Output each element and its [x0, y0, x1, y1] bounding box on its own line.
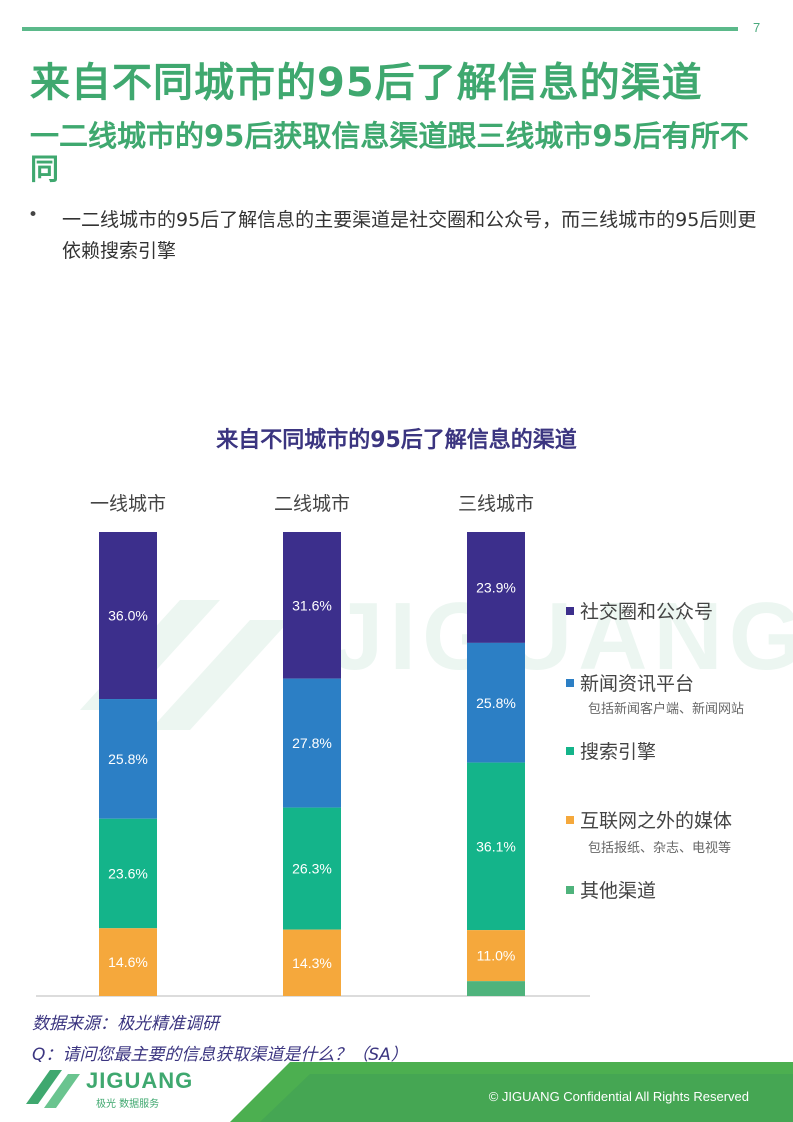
jiguang-logo-icon [26, 1070, 80, 1108]
legend-label-search: 搜索引擎 [580, 741, 657, 763]
legend-item-social: 社交圈和公众号 [566, 597, 713, 624]
category-label-tier3: 三线城市 [457, 493, 534, 515]
data-label-1-2: 25.8% [476, 695, 516, 711]
data-label-3-1: 14.3% [292, 955, 332, 971]
data-label-2-0: 23.6% [108, 866, 148, 882]
bar-segment-2-1 [283, 807, 341, 930]
bar-segment-2-2 [467, 762, 525, 931]
bar-segment-1-2 [467, 642, 525, 763]
category-label-tier2: 二线城市 [273, 493, 350, 515]
legend-item-search: 搜索引擎 [566, 737, 656, 764]
bar-segment-1-1 [283, 678, 341, 808]
data-label-3-2: 11.0% [477, 948, 516, 964]
legend-item-offline: 互联网之外的媒体 [566, 806, 732, 833]
watermark-text: JIGUANG [330, 583, 793, 690]
legend-item-other: 其他渠道 [566, 876, 656, 903]
data-label-3-0: 14.6% [108, 954, 148, 970]
bullet-icon: • [28, 205, 39, 225]
legend-swatch-search [566, 746, 574, 755]
data-label-0-2: 23.9% [476, 579, 516, 595]
legend-note-offline: 包括报纸、杂志、电视等 [588, 841, 732, 856]
bar-segment-0-2 [467, 532, 525, 643]
legend-label-social: 社交圈和公众号 [580, 601, 714, 623]
bar-segment-3-0 [99, 928, 157, 996]
legend-item-news: 新闻资讯平台 [566, 669, 694, 696]
bar-segment-1-0 [99, 699, 157, 819]
data-label-1-0: 25.8% [108, 751, 148, 767]
data-label-0-1: 31.6% [292, 597, 332, 613]
logo-wordmark: JIGUANG [86, 1068, 194, 1093]
legend-label-other: 其他渠道 [580, 880, 657, 902]
bar-segment-0-1 [283, 532, 341, 679]
bar-segment-4-2 [467, 981, 525, 996]
legend-label-offline: 互联网之外的媒体 [580, 810, 733, 832]
data-label-2-1: 26.3% [292, 861, 332, 877]
data-source: 数据来源：极光精准调研 [32, 1014, 219, 1034]
legend-swatch-other [566, 885, 574, 894]
footer-band [230, 1062, 793, 1122]
page-title: 来自不同城市的95后了解信息的渠道 [30, 60, 703, 106]
bar-segment-2-0 [99, 818, 157, 929]
legend-label-news: 新闻资讯平台 [580, 673, 695, 695]
top-rule [22, 27, 738, 31]
page-subtitle: 一二线城市的95后获取信息渠道跟三线城市95后有所不同 [30, 119, 749, 186]
logo-tagline: 极光 数据服务 [96, 1099, 160, 1110]
data-label-1-1: 27.8% [292, 735, 332, 751]
chart-title: 来自不同城市的95后了解信息的渠道 [216, 428, 577, 453]
stacked-bar-chart: 36.0% 25.8% 23.6% 14.6% 31.6% 27.8% 26.3% 14.3%… [36, 532, 590, 997]
footer-copyright: © JIGUANG Confidential All Rights Reserv… [488, 1089, 749, 1104]
data-label-2-2: 36.1% [476, 838, 516, 854]
page-number: 7 [753, 20, 761, 35]
survey-question: Q：请问您最主要的信息获取渠道是什么？（SA） [32, 1045, 408, 1065]
bar-segment-3-2 [467, 930, 525, 982]
legend-note-news: 包括新闻客户端、新闻网站 [588, 702, 745, 717]
legend-swatch-offline [566, 815, 574, 824]
bar-segment-3-1 [283, 929, 341, 996]
legend-swatch-social [566, 606, 574, 615]
legend-swatch-news [566, 678, 574, 687]
bar-segment-0-0 [99, 532, 157, 700]
data-label-0-0: 36.0% [108, 608, 148, 624]
category-label-tier1: 一线城市 [89, 493, 166, 515]
bullet-text: 一二线城市的95后了解信息的主要渠道是社交圈和公众号，而三线城市的95后则更依赖… [62, 209, 757, 262]
